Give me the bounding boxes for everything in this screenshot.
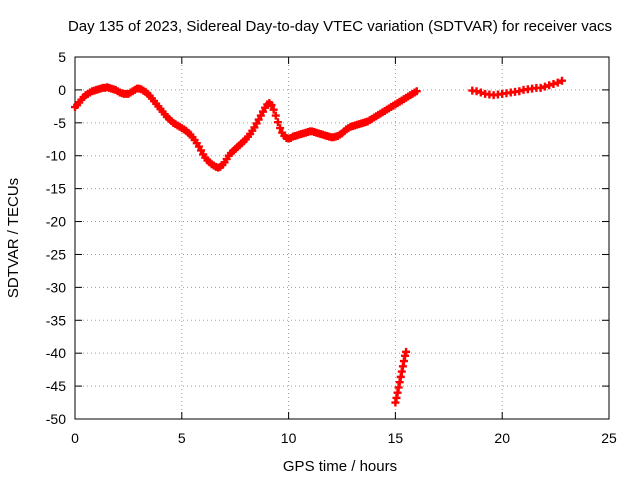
data-point — [540, 82, 549, 91]
y-tick-labels: 5 0 -5 -10 -15 -20 -25 -30 -35 -40 -45 -50 — [46, 49, 66, 427]
y-tick-label: 0 — [58, 82, 66, 98]
data-point — [549, 79, 558, 88]
y-tick-label: -50 — [46, 411, 66, 427]
data-point — [271, 111, 280, 120]
y-tick-label: -35 — [46, 312, 66, 328]
y-tick-label: -10 — [46, 148, 66, 164]
y-tick-label: -30 — [46, 279, 66, 295]
data-point — [515, 87, 524, 96]
data-point — [402, 347, 411, 356]
plot-border — [74, 56, 610, 420]
data-point — [273, 118, 282, 127]
x-tick-label: 0 — [71, 430, 79, 446]
data-point — [476, 88, 485, 97]
x-tick-label: 20 — [494, 430, 510, 446]
x-tick-label: 5 — [178, 430, 186, 446]
data-point — [553, 78, 562, 87]
y-tick-label: -45 — [46, 378, 66, 394]
y-tick-label: 5 — [58, 49, 66, 65]
data-point — [558, 76, 567, 85]
data-point — [472, 87, 481, 96]
y-tick-label: -15 — [46, 181, 66, 197]
data-points — [71, 76, 567, 407]
y-tick-label: -5 — [54, 115, 67, 131]
data-point — [269, 105, 278, 114]
y-tick-label: -25 — [46, 246, 66, 262]
x-tick-label: 10 — [281, 430, 297, 446]
y-tick-label: -20 — [46, 214, 66, 230]
grid-lines — [74, 56, 610, 420]
x-axis-label: GPS time / hours — [283, 458, 397, 475]
x-tick-label: 25 — [601, 430, 617, 446]
y-tick-label: -40 — [46, 345, 66, 361]
data-point — [412, 87, 421, 96]
chart-title: Day 135 of 2023, Sidereal Day-to-day VTE… — [68, 18, 612, 35]
y-axis-label: SDTVAR / TECUs — [5, 178, 22, 298]
data-point — [267, 101, 276, 110]
data-point — [545, 81, 554, 90]
x-tick-labels: 0 5 10 15 20 25 — [71, 430, 617, 446]
data-point — [536, 83, 545, 92]
data-point — [276, 124, 285, 133]
x-tick-label: 15 — [388, 430, 404, 446]
